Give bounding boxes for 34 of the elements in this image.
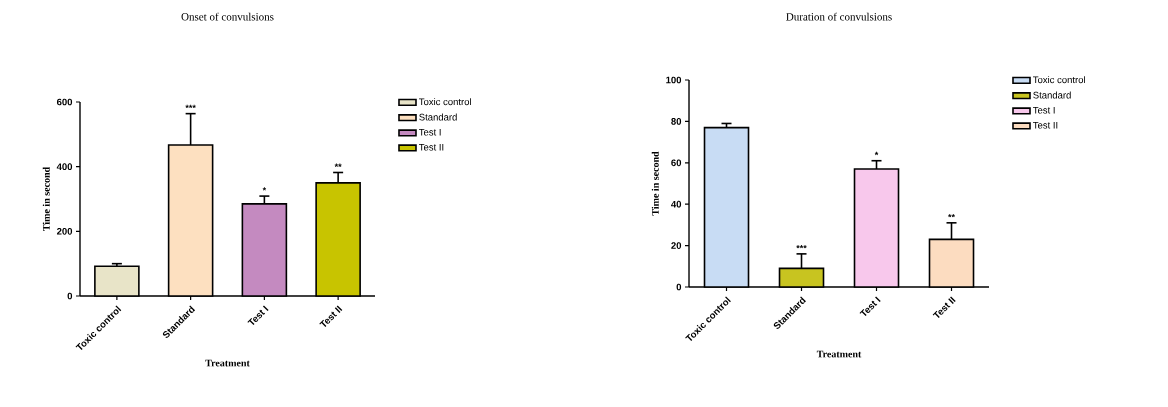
y-tick-label: 600 xyxy=(56,98,73,106)
x-tick-label: Test I xyxy=(247,305,269,326)
y-tick-label: 200 xyxy=(56,227,73,235)
annotation: * xyxy=(262,187,267,191)
annotation: ** xyxy=(334,163,342,167)
x-axis-title: Treatment xyxy=(816,350,862,358)
chart-title: Duration of convulsions xyxy=(786,12,892,21)
legend-label: Toxic control xyxy=(419,98,471,106)
y-tick-label: 60 xyxy=(671,159,682,167)
annotation: ** xyxy=(948,213,956,218)
y-axis-title: Time in second xyxy=(42,166,50,231)
legend-label: Toxic control xyxy=(1033,76,1085,84)
chart-title: Onset of convulsions xyxy=(181,12,274,21)
legend-label: Test I xyxy=(419,128,441,136)
annotation: * xyxy=(874,151,879,156)
legend-label: Standard xyxy=(419,113,457,121)
x-tick-label: Test II xyxy=(319,305,343,327)
y-tick-label: 400 xyxy=(56,163,73,171)
legend-label: Standard xyxy=(1033,91,1071,99)
y-tick-label: 40 xyxy=(671,200,682,208)
legend-label: Test II xyxy=(419,143,444,151)
x-tick-label: Test I xyxy=(859,296,881,317)
y-tick-label: 100 xyxy=(666,76,682,84)
x-axis-title: Treatment xyxy=(205,359,250,367)
y-tick-label: 20 xyxy=(671,242,682,249)
legend-label: Test I xyxy=(1033,106,1055,114)
legend-label: Test II xyxy=(1033,121,1058,129)
y-tick-label: 80 xyxy=(671,118,682,125)
y-axis-title: Time in second xyxy=(651,151,659,216)
annotation: *** xyxy=(185,104,196,109)
x-tick-label: Test II xyxy=(932,296,956,318)
y-tick-label: 0 xyxy=(67,292,73,300)
y-tick-label: 0 xyxy=(676,283,682,291)
annotation: *** xyxy=(796,244,807,249)
